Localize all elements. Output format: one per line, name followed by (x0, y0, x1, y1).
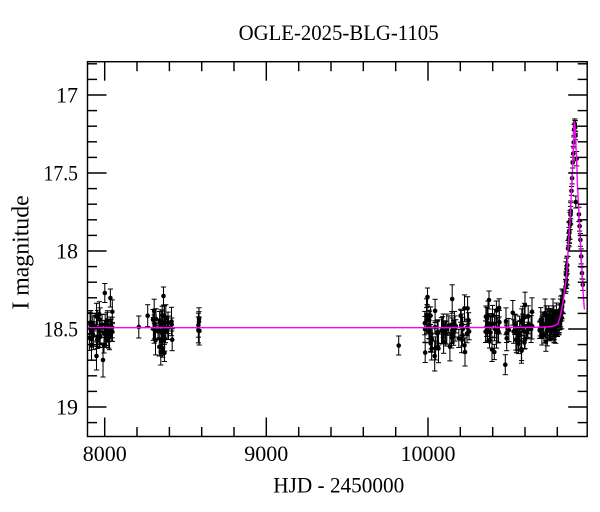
svg-text:8000: 8000 (83, 441, 127, 466)
svg-text:9000: 9000 (244, 441, 288, 466)
svg-text:10000: 10000 (401, 441, 456, 466)
svg-text:18: 18 (56, 239, 78, 264)
svg-text:17: 17 (56, 83, 78, 108)
svg-text:18.5: 18.5 (44, 317, 79, 342)
svg-text:19: 19 (56, 395, 78, 420)
svg-text:I magnitude: I magnitude (9, 195, 35, 309)
svg-text:17.5: 17.5 (44, 161, 79, 186)
svg-text:OGLE-2025-BLG-1105: OGLE-2025-BLG-1105 (239, 20, 439, 45)
svg-text:HJD - 2450000: HJD - 2450000 (273, 472, 404, 497)
